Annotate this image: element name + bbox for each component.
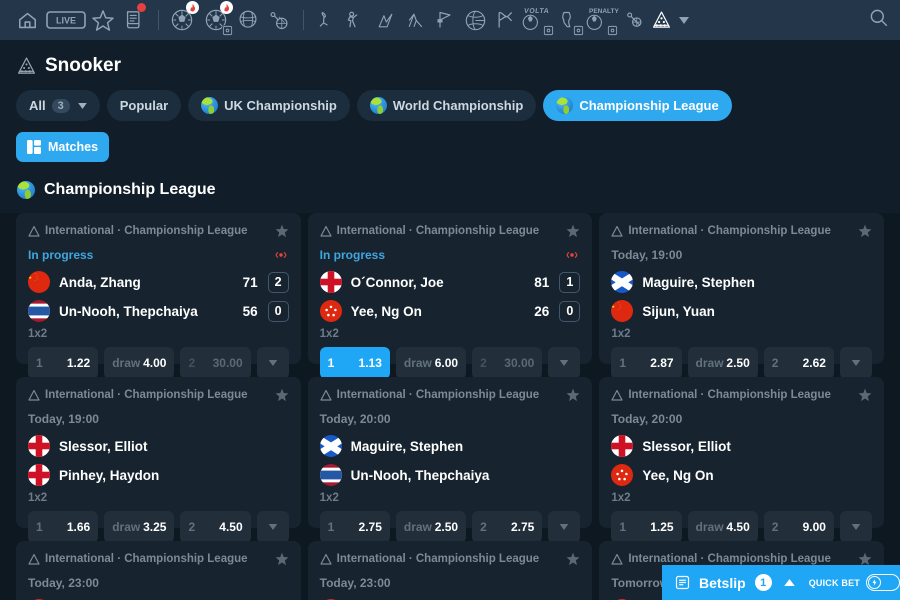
svg-text:LIVE: LIVE <box>56 16 76 26</box>
